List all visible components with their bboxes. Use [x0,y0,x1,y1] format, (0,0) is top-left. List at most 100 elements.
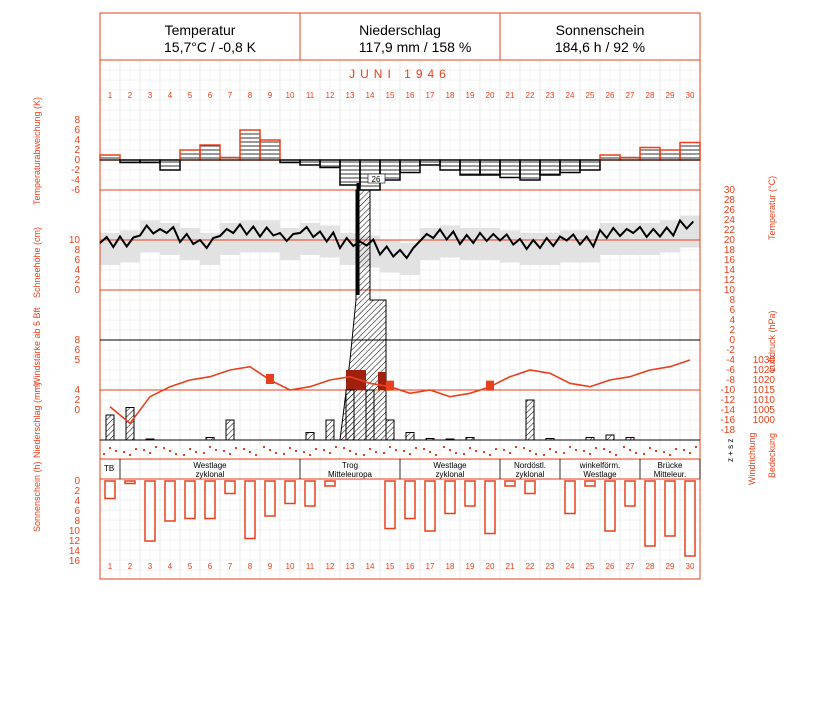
day-number-bottom: 27 [626,562,635,571]
cloud-dot [615,454,617,456]
day-number-bottom: 18 [446,562,455,571]
cloud-dot [343,447,345,449]
sun-bar [664,480,676,537]
cloud-dot [563,452,565,454]
cloud-dot [695,446,697,448]
sun-bar [684,480,696,557]
day-number-top: 23 [546,91,555,100]
cloud-dot [109,447,111,449]
day-numbers-top: 1 2 3 4 5 6 7 8 9 10 11 12 13 14 15 16 17 18 19 20 21 22 23 24 2… [108,91,695,100]
cloud-dot [363,454,365,456]
sun-bar [584,480,596,487]
header-temp-value: 15,7°C / -0,8 K [164,39,257,55]
label-temp-right: Temperatur (°C) [767,176,777,240]
cloud-dot [523,447,525,449]
cloud-dot [603,448,605,450]
sun-bar [384,480,396,530]
day-number-top: 24 [566,91,575,100]
temp-dev-bar [679,141,701,161]
temp-band [200,233,220,265]
cloud-dot [255,454,257,456]
weather-type-label: Westlage [433,461,467,470]
cloud-dot [495,448,497,450]
cloud-dot [123,451,125,453]
precip-bar [305,432,315,441]
cloud-dot [475,450,477,452]
weather-type-label: Mitteleuropa [328,470,373,479]
sunshine-bars [104,480,696,557]
day-number-bottom: 5 [188,562,193,571]
sun-bar [284,480,296,505]
temp-dev-bar [499,159,521,179]
cloud-dot [575,449,577,451]
cloud-dot [349,450,351,452]
sun-bar [124,480,136,485]
day-number-top: 17 [426,91,435,100]
cloud-dot [235,447,237,449]
temp-dev-bar [399,159,421,174]
temp-band [240,220,260,253]
tick-temperature: -2 [726,345,735,356]
cloud-dot [303,451,305,453]
temp-band [320,225,340,258]
cloud-dot [115,450,117,452]
day-number-top: 7 [228,91,233,100]
cloud-dot [509,452,511,454]
cloud-dot [375,451,377,453]
day-number-bottom: 17 [426,562,435,571]
day-number-top: 19 [466,91,475,100]
day-number-bottom: 8 [248,562,253,571]
temp-band [400,243,420,275]
cloud-dot [335,446,337,448]
day-number-bottom: 12 [326,562,335,571]
day-number-top: 2 [128,91,133,100]
weather-types: TB WestlagezyklonalTrogMitteleuropaWestla… [104,459,701,479]
temp-band [280,228,300,260]
temp-dev-bar [579,159,601,171]
wind-marker [386,380,394,391]
day-number-top: 26 [606,91,615,100]
cloud-dot [503,449,505,451]
temp-deviation-bars [99,129,701,191]
sun-bar [204,480,216,520]
tick-pressure: 1025 [753,365,776,376]
sun-bar [144,480,156,542]
tick-sun: 8 [74,516,80,527]
tick-snow: 8 [74,245,80,256]
precip-bar [465,437,475,441]
pressure-line [109,359,691,425]
temp-band [160,223,180,255]
sun-bar [424,480,436,532]
cloud-dot [203,452,205,454]
precip-bar [225,419,235,441]
cloud-dot [483,451,485,453]
temp-band [640,223,660,255]
label-precip: Niederschlag (mm) [32,382,42,458]
tick-temp-dev: -6 [71,185,80,196]
cloud-dot [309,454,311,456]
temp-dev-bar [239,129,261,161]
cloud-dot [263,446,265,448]
cloud-dot [129,454,131,456]
temp-band [260,220,280,253]
day-number-top: 25 [586,91,595,100]
precipitation-bars [105,389,635,441]
tick-sun: 4 [74,496,80,507]
temp-band [600,223,620,255]
temp-dev-bar [179,149,201,161]
cloud-dot [295,450,297,452]
sun-bar [624,480,636,507]
tick-temp-dev: 8 [74,115,80,126]
weather-type-label: TB [104,464,114,473]
precip-bar [105,414,115,441]
tick-temperature: 18 [724,245,736,256]
day-number-bottom: 4 [168,562,173,571]
temp-dev-bar [599,154,621,161]
cloud-dot [669,454,671,456]
tick-temp-dev: -2 [71,165,80,176]
cloud-dot [689,452,691,454]
temp-dev-bar [319,159,341,169]
cloud-dot [583,450,585,452]
cloud-dot [643,453,645,455]
cloud-dot [315,448,317,450]
